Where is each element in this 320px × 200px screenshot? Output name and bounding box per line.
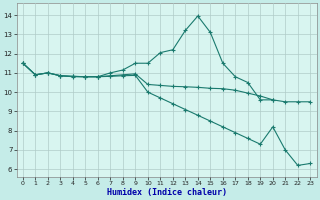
X-axis label: Humidex (Indice chaleur): Humidex (Indice chaleur) [107, 188, 227, 197]
